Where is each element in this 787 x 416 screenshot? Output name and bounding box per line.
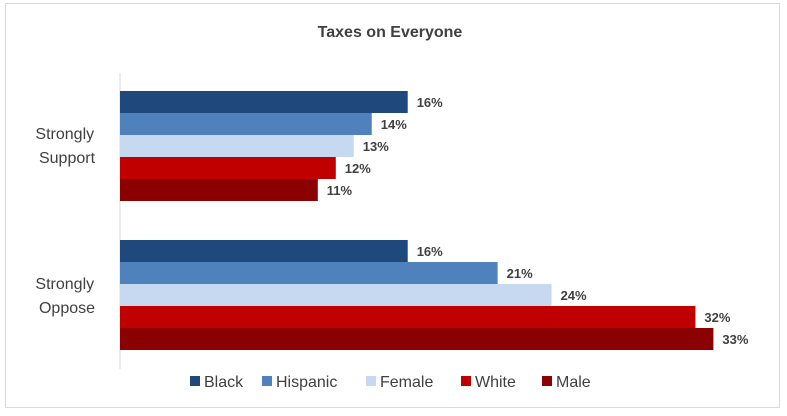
data-label-strongly-support-male: 11% <box>327 183 353 198</box>
data-label-strongly-oppose-hispanic: 21% <box>507 266 533 281</box>
data-label-strongly-support-white: 12% <box>345 161 371 176</box>
chart-title: Taxes on Everyone <box>318 24 463 41</box>
bar-strongly-support-black <box>120 91 408 113</box>
legend-label-black: Black <box>204 374 244 391</box>
legend-label-white: White <box>475 374 516 391</box>
data-label-strongly-support-hispanic: 14% <box>381 117 407 132</box>
legend: Black Hispanic Female White Male <box>190 374 591 391</box>
legend-swatch-white <box>461 376 471 386</box>
legend-label-male: Male <box>556 374 591 391</box>
bar-strongly-oppose-male <box>120 328 714 350</box>
data-label-strongly-oppose-white: 32% <box>704 310 730 325</box>
legend-swatch-hispanic <box>262 376 272 386</box>
data-label-strongly-oppose-male: 33% <box>722 332 748 347</box>
bar-strongly-oppose-female <box>120 284 552 306</box>
category-label-strongly-oppose-line2: Oppose <box>39 300 95 317</box>
bar-strongly-support-white <box>120 157 336 179</box>
category-labels: Strongly Support Strongly Oppose <box>35 126 98 317</box>
category-label-strongly-support-line1: Strongly <box>35 126 94 143</box>
svg-text:Strongly Oppose: Strongly Oppose <box>35 276 98 317</box>
data-label-strongly-support-black: 16% <box>417 95 443 110</box>
legend-swatch-black <box>190 376 200 386</box>
data-label-strongly-oppose-female: 24% <box>561 288 587 303</box>
bar-strongly-support-hispanic <box>120 113 372 135</box>
data-label-strongly-support-female: 13% <box>363 139 389 154</box>
data-label-strongly-oppose-black: 16% <box>417 244 443 259</box>
bars <box>120 91 714 350</box>
category-label-strongly-oppose-line1: Strongly <box>35 276 94 293</box>
legend-swatch-male <box>542 376 552 386</box>
bar-strongly-support-male <box>120 179 318 201</box>
bar-strongly-oppose-black <box>120 240 408 262</box>
bar-strongly-oppose-hispanic <box>120 262 498 284</box>
legend-label-hispanic: Hispanic <box>276 374 337 391</box>
legend-swatch-female <box>366 376 376 386</box>
svg-text:Strongly Support: Strongly Support <box>35 126 98 167</box>
data-labels: 16% 14% 13% 12% 11% 16% 21% 24% 32% 33% <box>327 95 749 347</box>
legend-label-female: Female <box>380 374 433 391</box>
bar-strongly-oppose-white <box>120 306 696 328</box>
bar-strongly-support-female <box>120 135 354 157</box>
category-label-strongly-support-line2: Support <box>39 150 96 167</box>
